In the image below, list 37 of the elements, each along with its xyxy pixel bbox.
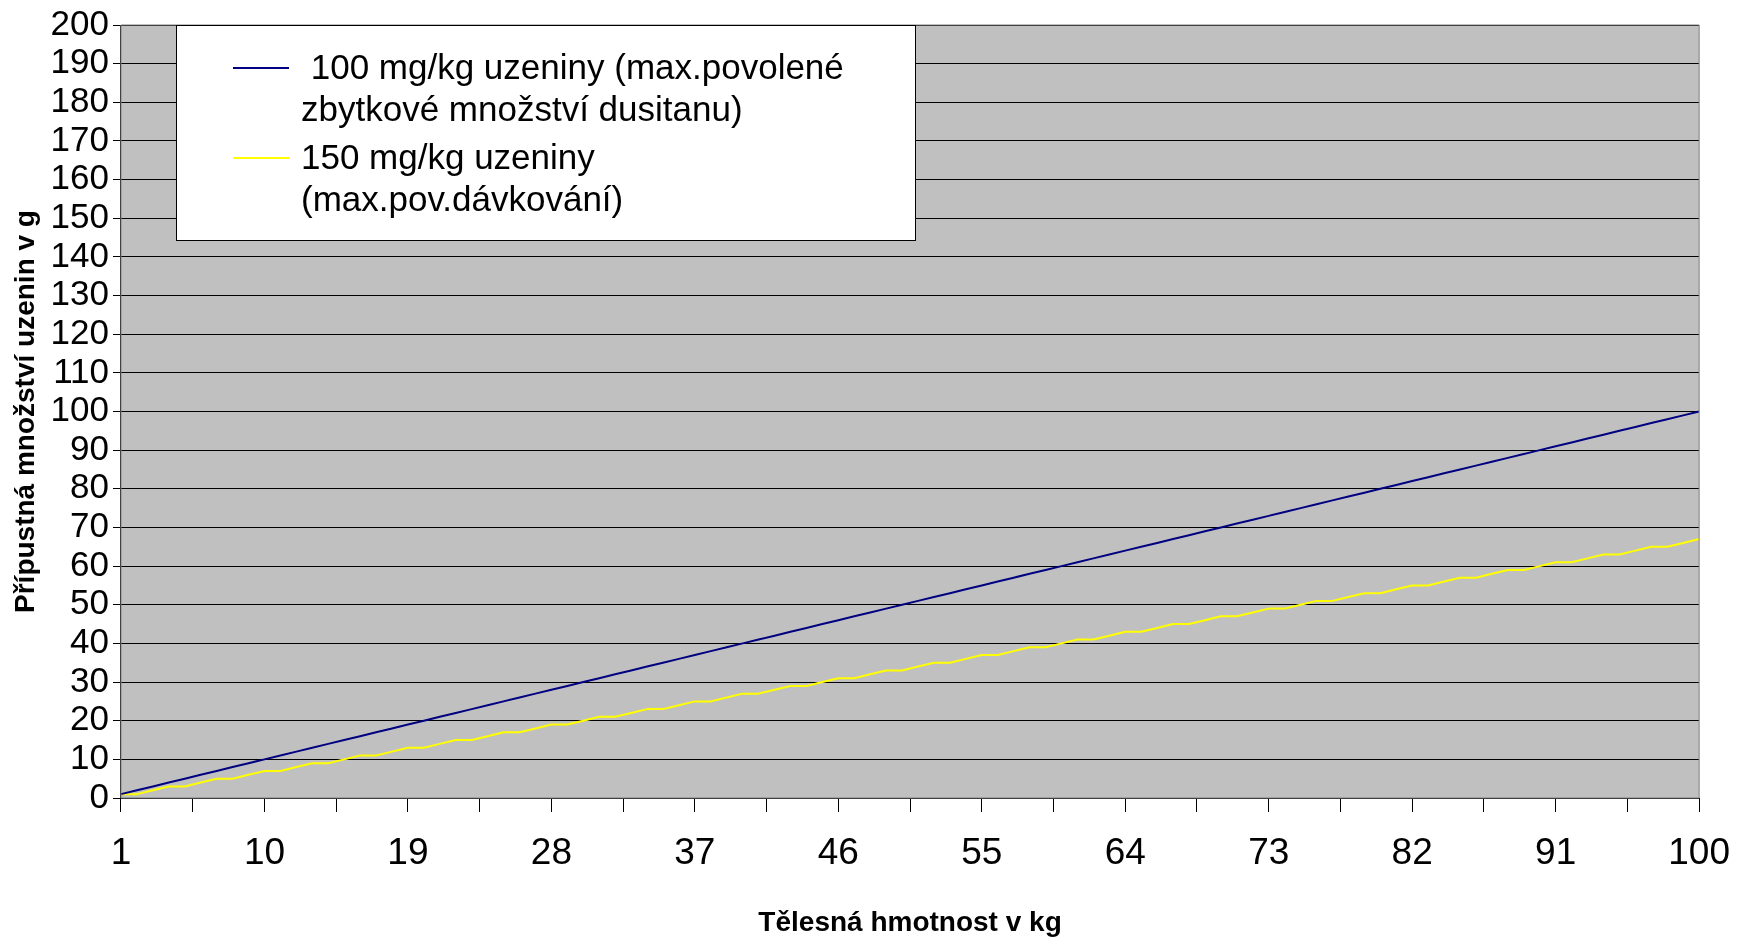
y-tick-label: 180	[50, 79, 109, 119]
y-tick-label: 20	[70, 698, 109, 738]
x-tick-label: 100	[1668, 831, 1730, 873]
x-axis-title: Tělesná hmotnost v kg	[758, 905, 1062, 937]
y-tick-label: 110	[53, 350, 109, 390]
x-tick-label: 37	[674, 831, 716, 873]
y-tick-label: 90	[70, 427, 109, 467]
x-tick-label: 82	[1391, 831, 1433, 873]
legend-label: 150 mg/kg uzeniny (max.pov.dávkování)	[300, 136, 625, 220]
y-tick-label: 70	[70, 505, 109, 545]
y-tick-label: 140	[50, 234, 109, 274]
y-tick-label: 160	[50, 157, 109, 197]
x-tick-label: 1	[110, 831, 132, 873]
y-tick-label: 190	[50, 41, 109, 81]
legend-label: 100 mg/kg uzeniny (max.povolené zbytkové množství dusitanu)	[300, 46, 845, 130]
y-tick-label: 130	[50, 273, 109, 313]
y-axis-title: Přípustná množství uzenin v g	[8, 210, 40, 613]
x-tick-label: 10	[243, 831, 286, 873]
y-tick-label: 150	[50, 195, 109, 235]
y-tick-label: 0	[89, 775, 109, 815]
x-tick-label: 28	[530, 831, 572, 873]
y-tick-label: 60	[70, 543, 109, 583]
y-tick-label: 170	[50, 118, 109, 158]
y-tick-label: 120	[50, 311, 109, 351]
y-tick-label: 10	[70, 737, 109, 777]
y-tick-label: 80	[70, 466, 109, 506]
y-tick-label: 200	[50, 2, 109, 42]
x-tick-label: 64	[1104, 831, 1146, 873]
y-tick-label: 40	[70, 621, 109, 661]
x-tick-label: 55	[961, 831, 1003, 873]
y-tick-label: 30	[70, 659, 109, 699]
y-tick-label: 50	[70, 582, 109, 622]
x-tick-label: 91	[1535, 831, 1577, 873]
y-tick-label: 100	[50, 389, 109, 429]
x-tick-label: 19	[387, 831, 429, 873]
x-tick-label: 46	[817, 831, 859, 873]
x-tick-label: 73	[1248, 831, 1290, 873]
